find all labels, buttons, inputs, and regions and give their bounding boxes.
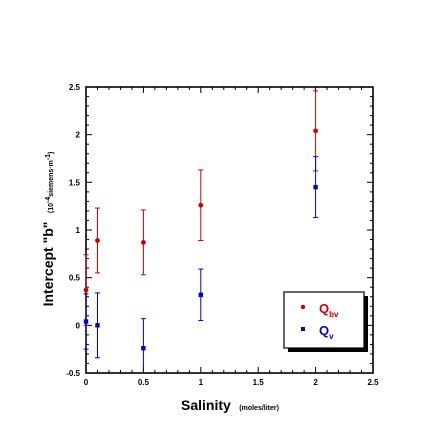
y-axis-unit-exp: -4 — [45, 197, 52, 203]
x-axis-unit: (moles/liter) — [239, 405, 279, 412]
legend-marker-qv — [301, 327, 305, 331]
y-tick-label: 1 — [76, 226, 81, 235]
y-axis-unit-exp2: -1 — [45, 154, 52, 160]
data-point — [313, 128, 318, 134]
legend-label-qbv: Qbv — [319, 301, 339, 319]
data-point — [95, 323, 100, 328]
data-point — [83, 287, 89, 293]
legend-box — [283, 291, 365, 349]
data-point — [95, 238, 100, 243]
series-qv — [83, 156, 319, 373]
y-tick-label: -0.5 — [66, 369, 80, 378]
y-axis-unit-post: ) — [48, 152, 55, 154]
data-point — [198, 202, 204, 208]
tick-marks — [85, 86, 374, 374]
data-point — [83, 319, 89, 324]
y-axis-unit-mid: siemens·m — [48, 160, 55, 197]
x-axis-title: Salinity (moles/liter) — [181, 397, 279, 414]
y-axis-title: Intercept "b" (10-4siemens·m-1) — [40, 152, 57, 307]
data-point — [141, 239, 146, 245]
x-tick-label: 0 — [84, 378, 89, 387]
x-tick-label: 2.5 — [367, 378, 379, 387]
x-tick-label: 2 — [313, 378, 318, 387]
y-tick-label: 1.5 — [69, 178, 81, 187]
data-point — [313, 184, 318, 190]
x-tick-label: 1 — [199, 378, 204, 387]
y-tick-label: 0 — [76, 321, 81, 330]
x-tick-label: 1.5 — [253, 378, 265, 387]
legend: Qbv Qv — [283, 291, 368, 352]
tick-labels: 0 0.5 1 1.5 2 2.5 -0.5 0 0.5 1 1.5 2 2.5 — [66, 83, 379, 387]
data-point — [141, 346, 146, 351]
data-series — [83, 90, 319, 373]
legend-label-qv: Qv — [319, 323, 334, 341]
y-axis-unit-pre: (10 — [48, 203, 55, 213]
data-point — [198, 292, 203, 298]
y-tick-label: 0.5 — [69, 274, 81, 283]
x-axis-main: Salinity — [181, 397, 231, 413]
y-tick-label: 2.5 — [69, 83, 81, 92]
legend-marker-qbv — [300, 304, 306, 310]
y-tick-label: 2 — [76, 131, 81, 140]
y-axis-main: Intercept "b" — [40, 222, 56, 307]
x-tick-label: 0.5 — [138, 378, 150, 387]
